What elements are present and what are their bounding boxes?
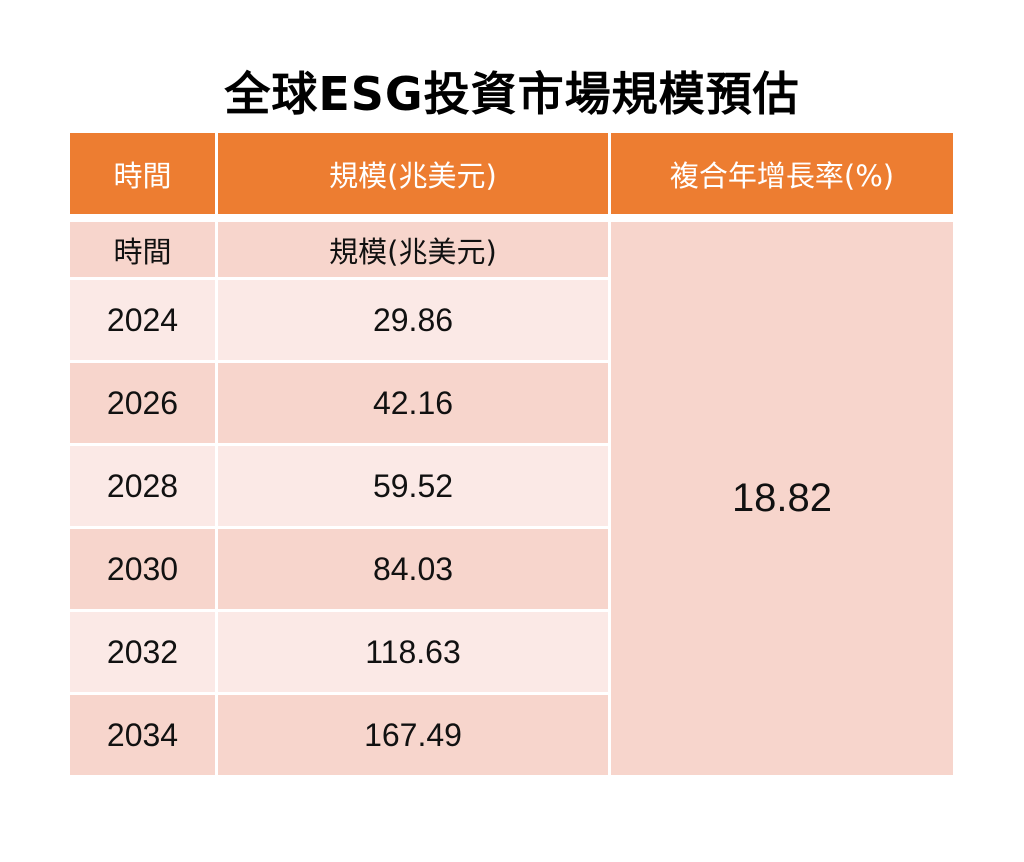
row-year: 2026 xyxy=(70,363,215,443)
row-size: 42.16 xyxy=(218,363,608,443)
subheader-size: 規模(兆美元) xyxy=(218,222,608,277)
header-size: 規模(兆美元) xyxy=(218,133,608,214)
subheader-time: 時間 xyxy=(70,222,215,277)
row-size: 84.03 xyxy=(218,529,608,609)
row-year: 2024 xyxy=(70,280,215,360)
row-size: 118.63 xyxy=(218,612,608,692)
page-title: 全球ESG投資市場規模預估 xyxy=(224,67,800,121)
cagr-value: 18.82 xyxy=(611,222,953,775)
row-size: 59.52 xyxy=(218,446,608,526)
row-size: 167.49 xyxy=(218,695,608,775)
row-size: 29.86 xyxy=(218,280,608,360)
row-year: 2032 xyxy=(70,612,215,692)
header-time: 時間 xyxy=(70,133,215,214)
row-year: 2028 xyxy=(70,446,215,526)
row-year: 2030 xyxy=(70,529,215,609)
header-cagr: 複合年增長率(%) xyxy=(611,133,953,214)
row-year: 2034 xyxy=(70,695,215,775)
